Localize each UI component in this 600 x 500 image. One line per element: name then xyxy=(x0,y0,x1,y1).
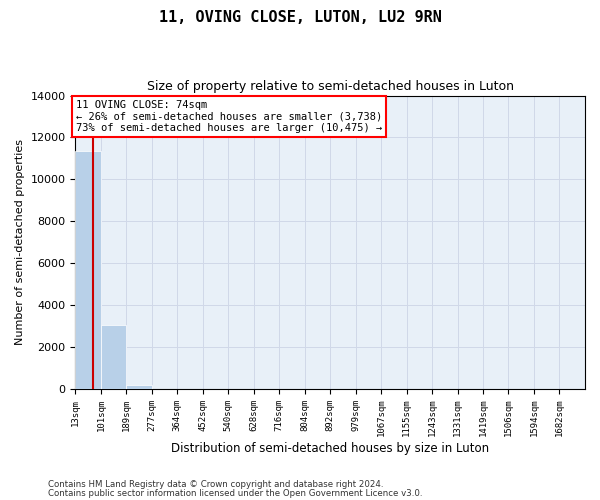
X-axis label: Distribution of semi-detached houses by size in Luton: Distribution of semi-detached houses by … xyxy=(171,442,489,455)
Text: 11, OVING CLOSE, LUTON, LU2 9RN: 11, OVING CLOSE, LUTON, LU2 9RN xyxy=(158,10,442,25)
Y-axis label: Number of semi-detached properties: Number of semi-detached properties xyxy=(15,140,25,346)
Bar xyxy=(127,385,152,389)
Text: Contains public sector information licensed under the Open Government Licence v3: Contains public sector information licen… xyxy=(48,490,422,498)
Bar xyxy=(101,325,127,389)
Text: Contains HM Land Registry data © Crown copyright and database right 2024.: Contains HM Land Registry data © Crown c… xyxy=(48,480,383,489)
Text: 11 OVING CLOSE: 74sqm
← 26% of semi-detached houses are smaller (3,738)
73% of s: 11 OVING CLOSE: 74sqm ← 26% of semi-deta… xyxy=(76,100,382,133)
Title: Size of property relative to semi-detached houses in Luton: Size of property relative to semi-detach… xyxy=(147,80,514,93)
Bar xyxy=(76,151,101,389)
